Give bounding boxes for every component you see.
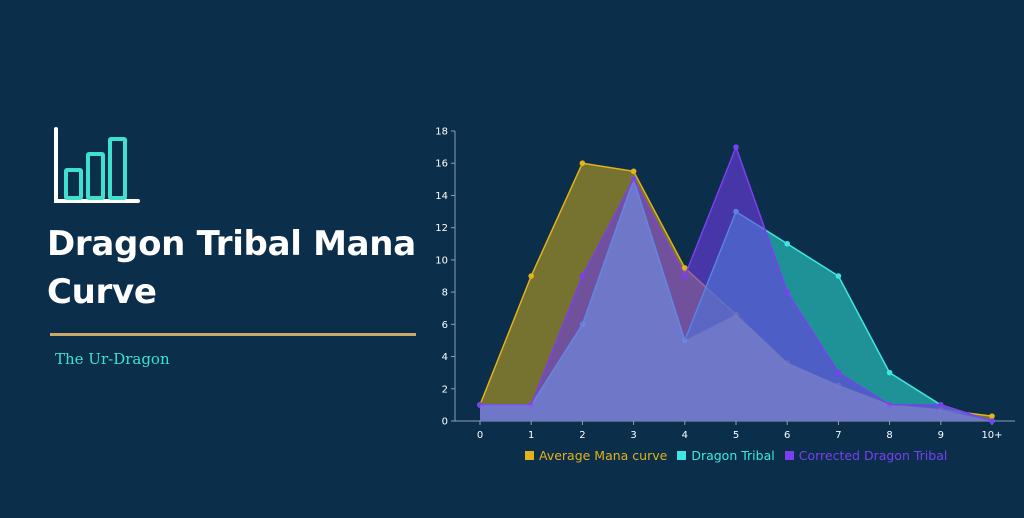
- data-point[interactable]: [528, 273, 534, 279]
- y-tick-label: 12: [435, 223, 448, 234]
- x-tick-label: 8: [886, 430, 892, 441]
- x-tick-label: 5: [733, 430, 739, 441]
- data-point[interactable]: [989, 413, 995, 419]
- legend-label: Average Mana curve: [539, 448, 668, 463]
- x-tick-label: 0: [477, 430, 483, 441]
- x-tick-label: 6: [784, 430, 790, 441]
- x-tick-label: 9: [938, 430, 944, 441]
- page-subtitle: The Ur-Dragon: [55, 350, 170, 368]
- y-tick-label: 18: [435, 127, 448, 138]
- data-point[interactable]: [682, 273, 688, 279]
- data-point[interactable]: [784, 289, 790, 295]
- chart-legend: Average Mana curve Dragon Tribal Corrected…: [525, 448, 947, 463]
- legend-item-corrected-dragon-tribal[interactable]: Corrected Dragon Tribal: [784, 448, 948, 463]
- series-corrected-dragon-tribal[interactable]: [477, 144, 995, 424]
- data-point[interactable]: [477, 402, 483, 408]
- legend-label: Dragon Tribal: [691, 448, 775, 463]
- data-point[interactable]: [886, 369, 893, 376]
- legend-label: Corrected Dragon Tribal: [798, 448, 948, 463]
- y-tick-label: 6: [442, 320, 448, 331]
- bar-chart-icon: [54, 127, 140, 203]
- data-point[interactable]: [579, 160, 586, 167]
- x-tick-label: 2: [579, 430, 585, 441]
- y-tick-label: 8: [442, 288, 448, 299]
- data-point[interactable]: [682, 265, 688, 271]
- legend-swatch-icon: [525, 451, 534, 460]
- y-tick-label: 0: [442, 417, 448, 428]
- data-point[interactable]: [630, 168, 637, 175]
- x-tick-label: 7: [835, 430, 841, 441]
- overlap-region: [480, 179, 992, 421]
- data-point[interactable]: [579, 273, 586, 279]
- y-tick-label: 2: [442, 384, 448, 395]
- x-tick-label: 1: [528, 430, 534, 441]
- data-point[interactable]: [528, 402, 534, 408]
- data-point[interactable]: [630, 176, 637, 183]
- legend-item-dragon-tribal[interactable]: Dragon Tribal: [677, 448, 775, 463]
- data-point[interactable]: [938, 402, 944, 408]
- y-tick-label: 16: [435, 159, 448, 170]
- y-tick-label: 4: [442, 352, 448, 363]
- title-panel: Dragon Tribal Mana Curve The Ur-Dragon: [0, 0, 430, 518]
- divider: [50, 333, 416, 336]
- data-point[interactable]: [989, 418, 995, 424]
- x-tick-label: 10+: [981, 430, 1002, 441]
- mana-curve-chart: 0 2 4 6 8 10 12 14 16 18 0 1 2 3 4 5 6 7 8 9 10+: [420, 110, 1024, 480]
- data-point[interactable]: [886, 402, 893, 408]
- data-point[interactable]: [835, 273, 842, 279]
- x-tick-label: 3: [630, 430, 636, 441]
- page-title: Dragon Tribal Mana Curve: [47, 224, 416, 312]
- data-point[interactable]: [835, 369, 842, 376]
- legend-item-average-mana-curve[interactable]: Average Mana curve: [525, 448, 667, 463]
- data-point[interactable]: [784, 240, 790, 247]
- legend-swatch-icon: [677, 451, 687, 460]
- x-tick-label: 4: [682, 430, 688, 441]
- y-tick-label: 10: [435, 255, 448, 266]
- legend-swatch-icon: [784, 451, 794, 460]
- y-tick-label: 14: [435, 191, 448, 202]
- data-point[interactable]: [733, 144, 739, 150]
